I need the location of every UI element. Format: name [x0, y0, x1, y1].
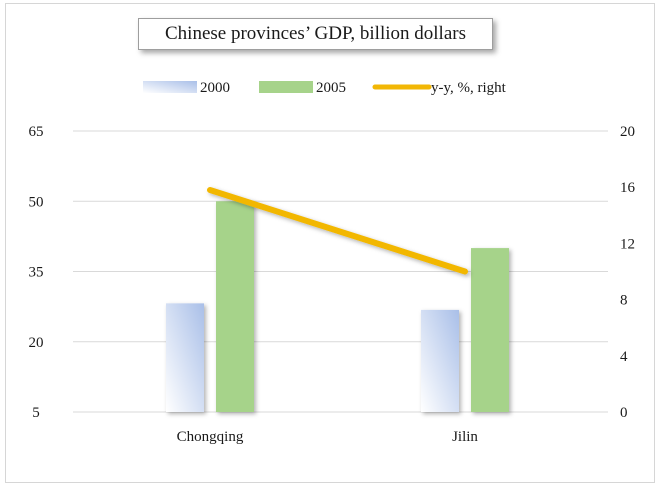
line-series	[207, 187, 468, 275]
bar-2005-Chongqing	[216, 201, 254, 412]
legend-swatch-2000	[143, 81, 197, 93]
bar-2000-Chongqing	[166, 303, 204, 412]
legend-label: y-y, %, right	[431, 80, 507, 96]
category-label: Jilin	[452, 429, 478, 445]
chart-frame	[5, 3, 655, 483]
legend-label: 2000	[200, 80, 230, 96]
left-tick-label: 65	[29, 124, 44, 140]
left-tick-label: 20	[29, 335, 44, 351]
left-tick-label: 5	[32, 405, 40, 421]
right-axis: 20 16 12 8 4 0	[620, 124, 636, 421]
category-labels: Chongqing Jilin	[177, 429, 479, 445]
right-tick-label: 8	[620, 293, 628, 309]
left-axis: 65 50 35 20 5	[29, 124, 44, 421]
chart-title: Chinese provinces’ GDP, billion dollars	[138, 18, 493, 50]
right-tick-label: 4	[620, 349, 628, 365]
legend-swatch-2005	[259, 81, 313, 93]
bars	[166, 201, 509, 412]
right-tick-label: 16	[620, 180, 636, 196]
grid-lines	[73, 130, 608, 413]
right-tick-label: 0	[620, 405, 628, 421]
left-tick-label: 50	[29, 194, 44, 210]
legend: 2000 2005 y-y, %, right	[143, 80, 507, 96]
bar-2005-Jilin	[471, 248, 509, 412]
right-tick-label: 20	[620, 124, 635, 140]
bar-2000-Jilin	[421, 309, 459, 412]
right-tick-label: 12	[620, 236, 635, 252]
line-y-y, %, right	[207, 187, 468, 275]
legend-label: 2005	[316, 80, 346, 96]
left-tick-label: 35	[29, 265, 44, 281]
category-label: Chongqing	[177, 429, 244, 445]
